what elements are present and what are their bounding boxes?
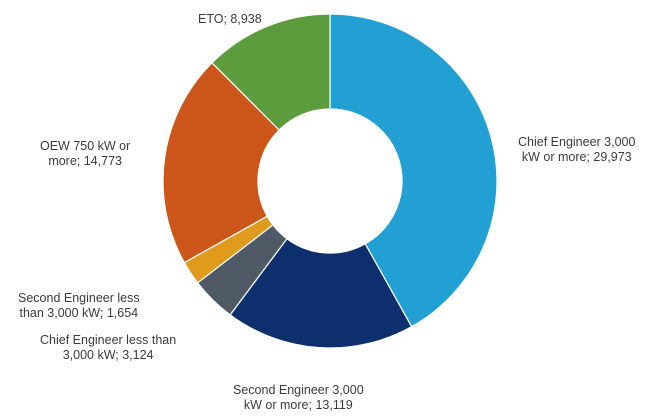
slice-label-second-engineer-less-than-3000: Second Engineer less than 3,000 kW; 1,65… [18, 291, 140, 320]
slice-second-engineer-3000-or-more [229, 237, 413, 349]
slice-label-second-engineer-3000-or-more: Second Engineer 3,000 kW or more; 13,119 [233, 383, 364, 412]
slice-label-chief-engineer-3000-or-more: Chief Engineer 3,000 kW or more; 29,973 [518, 135, 636, 164]
slice-label-eto: ETO; 8,938 [198, 12, 262, 26]
slice-label-chief-engineer-less-than-3000: Chief Engineer less than 3,000 kW; 3,124 [40, 333, 177, 362]
slice-oew-750-or-more [162, 61, 280, 264]
slice-eto [211, 13, 331, 131]
slice-chief-engineer-3000-or-more [329, 13, 498, 328]
slice-label-oew-750-or-more: OEW 750 kW or more; 14,773 [40, 139, 131, 168]
